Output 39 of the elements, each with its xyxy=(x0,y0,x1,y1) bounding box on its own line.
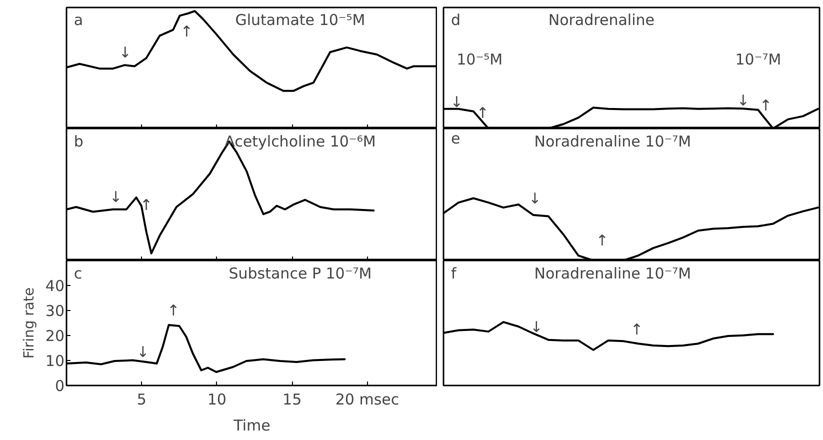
annotation: ↑ xyxy=(476,104,489,122)
chart-title: Noradrenaline 10⁻⁷M xyxy=(534,132,692,150)
annotation: ↑ xyxy=(596,232,608,250)
chart-title: Glutamate 10⁻⁵M xyxy=(235,11,366,30)
y-tick-label: 30 xyxy=(45,302,65,320)
annotation: ↑ xyxy=(140,196,153,214)
y-tick-label: 40 xyxy=(45,277,65,295)
text: 10⁻⁵M xyxy=(456,50,503,69)
annotation: ↓ xyxy=(118,43,132,62)
annotation: ↓ xyxy=(136,342,150,361)
x-tick-label: 10 xyxy=(207,390,226,408)
annotation: ↑ xyxy=(759,96,772,115)
annotation: ↓ xyxy=(530,318,543,336)
text: 10⁻⁷M xyxy=(735,50,782,69)
chart-title: Noradrenaline xyxy=(548,11,654,30)
annotation: ↓ xyxy=(450,92,463,111)
annotation: ↑ xyxy=(180,22,193,41)
text: d xyxy=(451,11,461,30)
annotation: a xyxy=(74,11,84,30)
annotation: ↓ xyxy=(736,92,750,110)
text: e xyxy=(451,129,460,148)
x-tick-label: 5 xyxy=(136,390,146,408)
x-axis-title: Time xyxy=(232,416,270,434)
annotation: ↓ xyxy=(528,189,542,208)
annotation: c xyxy=(74,264,82,282)
x-tick-label: 15 xyxy=(282,390,302,408)
annotation: ↑ xyxy=(630,320,644,338)
annotation: b xyxy=(74,132,84,150)
annotation: ↑ xyxy=(167,302,180,320)
chart-title: Acetylcholine 10⁻⁶M xyxy=(224,132,376,150)
annotation: ↓ xyxy=(110,188,122,206)
chart-title: Substance P 10⁻⁷M xyxy=(228,264,372,282)
text: f xyxy=(451,264,458,282)
y-axis-title: Firing rate xyxy=(21,287,38,359)
y-tick-label: 10 xyxy=(45,352,65,370)
x-tick-label: 20 msec xyxy=(335,390,400,408)
y-tick-label: 0 xyxy=(54,377,65,395)
chart-title: Noradrenaline 10⁻⁷M xyxy=(534,264,692,282)
y-tick-label: 20 xyxy=(45,327,65,345)
